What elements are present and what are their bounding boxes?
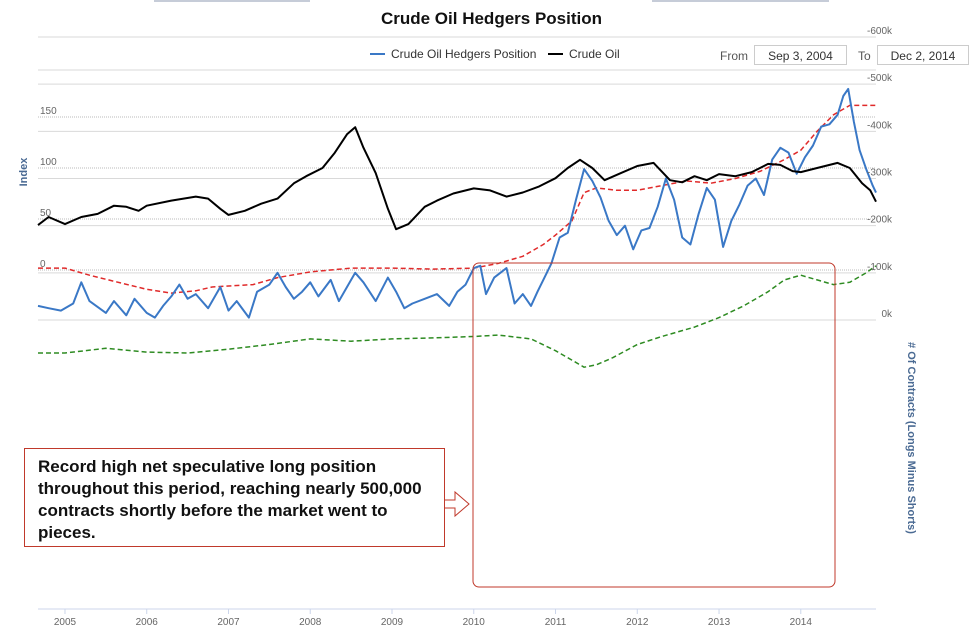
legend-item-hedgers[interactable]: Crude Oil Hedgers Position [370, 47, 536, 61]
red-dashed-band-line [38, 104, 876, 294]
lower-grid [38, 36, 876, 321]
upper-y-tick-label: 50 [40, 208, 52, 219]
green-dashed-band-line [38, 265, 877, 368]
x-tick-label: 2013 [708, 617, 731, 628]
x-tick-label: 2008 [299, 617, 322, 628]
annotation-callout: Record high net speculative long positio… [24, 448, 445, 547]
crude-oil-line [37, 126, 877, 231]
lower-y-tick-label: -300k [867, 168, 893, 179]
x-tick-label: 2011 [545, 617, 567, 628]
lower-y-tick-label: -100k [867, 262, 893, 273]
x-tick-label: 2006 [136, 617, 159, 628]
upper-y-axis-title: Index [18, 157, 30, 187]
lower-y-tick-label: -400k [867, 120, 893, 131]
series-layer [37, 87, 877, 368]
upper-y-tick-label: 100 [40, 157, 57, 168]
x-tick-label: 2009 [381, 617, 404, 628]
lower-y-axis-title: # Of Contracts (Longs Minus Shorts) [905, 342, 917, 534]
x-tick-label: 2010 [463, 617, 486, 628]
hedgers-position-line [37, 87, 877, 319]
x-tick-label: 2014 [790, 617, 813, 628]
x-tick-label: 2007 [217, 617, 240, 628]
to-date-input[interactable]: Dec 2, 2014 [877, 45, 969, 65]
legend-label-crude-oil: Crude Oil [569, 47, 620, 61]
x-tick-label: 2012 [626, 617, 649, 628]
x-tick-label: 2005 [54, 617, 77, 628]
legend-swatch-crude-oil [548, 53, 563, 55]
upper-grid [38, 69, 876, 271]
callout-arrow-icon [441, 490, 470, 518]
from-label: From [720, 49, 748, 63]
lower-y-tick-label: -500k [867, 73, 893, 84]
upper-y-tick-label: 150 [40, 106, 57, 117]
chart-title: Crude Oil Hedgers Position [380, 9, 603, 28]
nav-tab-left[interactable] [154, 0, 310, 2]
lower-y-tick-label: 0k [881, 309, 893, 320]
highlight-box [472, 262, 836, 588]
tick-layer: 150 100 50 0 0k -100k -200k -300k -400k -500k -600… [40, 26, 893, 628]
to-label: To [858, 49, 871, 63]
lower-y-tick-label: -200k [867, 215, 893, 226]
legend-item-crude-oil[interactable]: Crude Oil [548, 47, 620, 61]
legend-label-hedgers: Crude Oil Hedgers Position [391, 47, 537, 61]
upper-y-tick-label: 0 [40, 259, 46, 270]
nav-tab-right[interactable] [652, 0, 829, 2]
from-date-input[interactable]: Sep 3, 2004 [754, 45, 847, 65]
legend-swatch-hedgers [370, 53, 385, 55]
lower-y-tick-label: -600k [867, 26, 893, 37]
